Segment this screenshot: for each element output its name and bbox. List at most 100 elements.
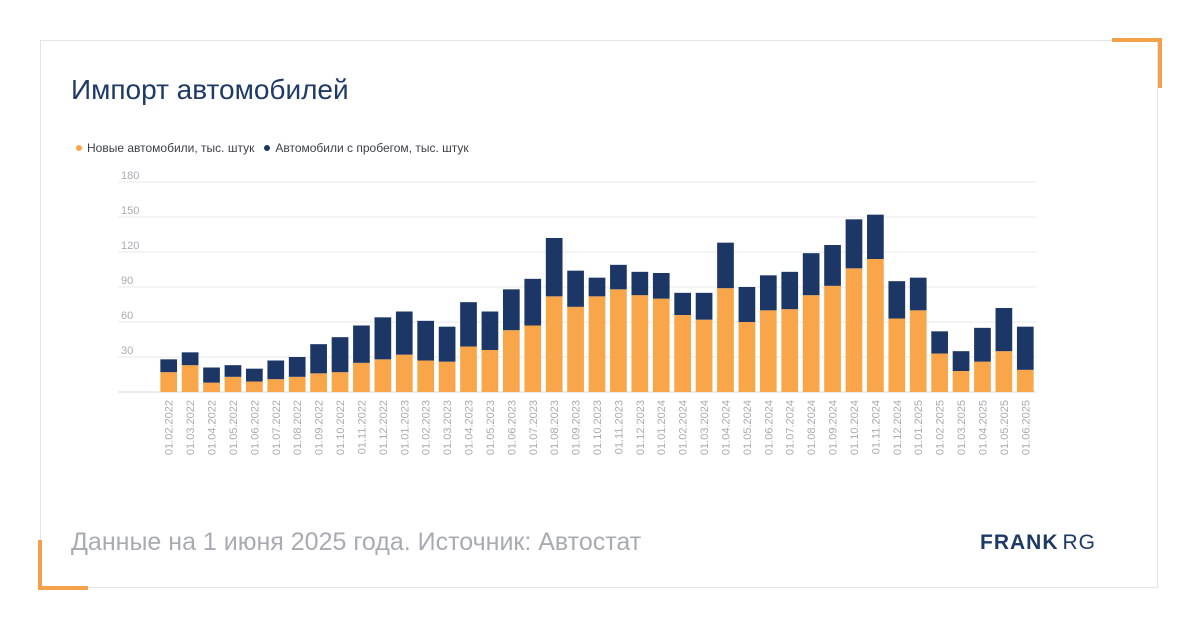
bar-new <box>502 330 520 392</box>
x-tick-label: 01.02.2022 <box>164 400 176 455</box>
x-tick-label: 01.10.2024 <box>849 400 861 455</box>
x-tick-label: 01.06.2022 <box>249 400 261 455</box>
bar-used <box>909 277 927 311</box>
bar-used <box>588 277 606 297</box>
x-tick-label: 01.04.2024 <box>720 400 732 455</box>
bar-used <box>931 331 948 354</box>
bar-used <box>631 271 649 296</box>
chart-title: Импорт автомобилей <box>71 74 349 105</box>
corner-accent-top-right-vertical <box>1158 38 1162 88</box>
corner-accent-top-right <box>1112 38 1162 42</box>
legend-label-new: Новые автомобили, тыс. штук <box>87 141 255 155</box>
bar-used <box>610 264 627 290</box>
x-tick-label: 01.08.2022 <box>292 400 304 455</box>
bar-used <box>160 359 178 373</box>
x-tick-label: 01.02.2025 <box>935 400 947 455</box>
x-tick-label: 01.08.2024 <box>806 400 818 455</box>
bar-new <box>417 360 435 392</box>
bar-used <box>353 325 370 363</box>
x-tick-label: 01.12.2024 <box>892 400 904 455</box>
bar-new <box>824 285 841 392</box>
brand-logo-part1: FRANK <box>980 531 1059 554</box>
bar-used <box>717 242 734 289</box>
bar-new <box>1016 369 1034 392</box>
bar-new <box>331 372 349 392</box>
bar-used <box>888 281 906 319</box>
bar-used <box>974 327 991 362</box>
corner-accent-bottom-left-vertical <box>38 540 42 590</box>
bar-new <box>695 319 713 392</box>
bar-new <box>395 354 413 392</box>
x-tick-label: 01.06.2025 <box>1020 400 1032 455</box>
legend-label-used: Автомобили с пробегом, тыс. штук <box>275 141 469 155</box>
x-tick-label: 01.05.2023 <box>485 400 497 455</box>
bar-new <box>888 318 906 392</box>
legend-item-new: Новые автомобили, тыс. штук <box>76 141 254 155</box>
x-tick-label: 01.11.2022 <box>356 400 368 454</box>
bar-used <box>995 308 1013 352</box>
bar-used <box>652 273 670 299</box>
bar-used <box>502 289 520 331</box>
bar-new <box>438 361 456 392</box>
bar-new <box>995 351 1013 392</box>
x-tick-label: 01.01.2024 <box>656 400 668 455</box>
bar-new <box>181 365 199 392</box>
bar-used <box>867 214 884 259</box>
x-tick-label: 01.01.2023 <box>399 400 411 455</box>
corner-accent-bottom-left <box>38 586 88 590</box>
bar-new <box>524 325 542 392</box>
bar-new <box>160 372 178 392</box>
bar-used <box>781 271 799 310</box>
chart-legend: Новые автомобили, тыс. штук Автомобили с… <box>76 141 469 155</box>
x-tick-label: 01.05.2022 <box>228 400 240 455</box>
bar-new <box>460 346 477 392</box>
bar-used <box>759 275 777 311</box>
bar-new <box>224 376 242 392</box>
bar-used <box>545 238 563 297</box>
bar-new <box>845 268 863 392</box>
x-tick-label: 01.03.2023 <box>442 400 454 455</box>
bar-used <box>181 352 199 366</box>
x-tick-label: 01.11.2024 <box>870 400 882 454</box>
bar-new <box>353 362 370 392</box>
bar-used <box>824 245 841 286</box>
bar-new <box>588 296 606 392</box>
bar-new <box>781 309 799 392</box>
brand-logo: FRANK RG <box>980 531 1096 555</box>
bar-used <box>288 357 306 377</box>
bar-new <box>802 295 820 392</box>
bar-new <box>545 296 563 392</box>
bar-used <box>331 337 349 373</box>
y-tick-label: 60 <box>121 310 133 322</box>
x-tick-label: 01.02.2023 <box>421 400 433 455</box>
bar-new <box>481 350 499 392</box>
bar-used <box>952 351 970 371</box>
bar-new <box>717 288 734 392</box>
brand-logo-part2: RG <box>1062 531 1096 554</box>
x-tick-label: 01.04.2023 <box>464 400 476 455</box>
x-tick-label: 01.07.2022 <box>271 400 283 455</box>
bar-used <box>802 253 820 296</box>
x-tick-label: 01.07.2024 <box>785 400 797 455</box>
y-tick-label: 90 <box>121 275 133 287</box>
x-tick-label: 01.03.2024 <box>699 400 711 455</box>
x-tick-label: 01.04.2022 <box>207 400 219 455</box>
bar-new <box>567 306 584 392</box>
x-tick-label: 01.12.2022 <box>378 400 390 455</box>
bar-used <box>695 292 713 320</box>
bar-new <box>267 379 285 392</box>
bar-used <box>395 311 413 355</box>
x-tick-label: 01.09.2022 <box>314 400 326 455</box>
y-tick-label: 180 <box>121 170 139 182</box>
bar-used <box>845 219 863 269</box>
bar-new <box>674 315 692 392</box>
bar-new <box>288 376 306 392</box>
bar-used <box>738 287 756 322</box>
x-tick-label: 01.09.2023 <box>571 400 583 455</box>
bar-new <box>374 359 392 392</box>
bar-new <box>974 361 991 392</box>
x-tick-label: 01.07.2023 <box>528 400 540 455</box>
bar-used <box>374 317 392 360</box>
bar-used <box>460 302 477 347</box>
bar-new <box>759 310 777 392</box>
